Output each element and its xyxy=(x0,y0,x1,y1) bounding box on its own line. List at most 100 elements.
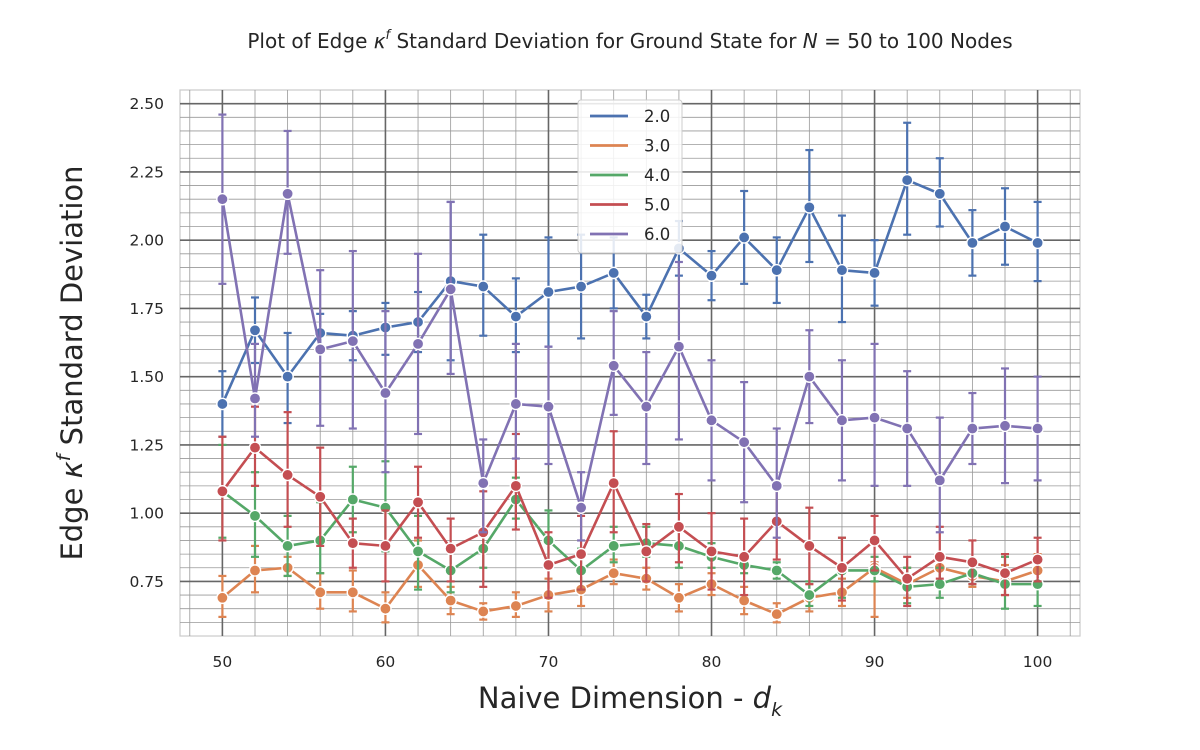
data-point xyxy=(770,564,784,577)
data-point xyxy=(900,422,914,435)
y-tick-label: 1.25 xyxy=(129,436,164,454)
data-point xyxy=(379,386,392,400)
data-point xyxy=(705,545,718,558)
data-point xyxy=(248,392,262,405)
data-point xyxy=(281,539,294,553)
x-tick-label: 90 xyxy=(865,653,885,671)
data-point xyxy=(737,550,751,564)
data-point xyxy=(933,187,947,201)
data-point xyxy=(868,266,881,280)
data-point xyxy=(444,542,457,555)
data-point xyxy=(379,539,392,553)
data-point xyxy=(444,594,457,607)
data-point xyxy=(281,468,294,482)
data-point xyxy=(640,400,653,413)
data-point xyxy=(542,400,555,413)
data-point xyxy=(803,539,816,553)
data-point xyxy=(216,591,229,605)
data-point xyxy=(770,607,784,621)
x-tick-label: 80 xyxy=(702,653,722,671)
x-tick-label: 50 xyxy=(213,653,233,671)
x-axis-ticks: 50 60 70 80 90 100 xyxy=(213,653,1053,671)
data-point xyxy=(705,414,718,427)
data-point xyxy=(313,586,327,599)
data-point xyxy=(933,474,947,487)
data-point xyxy=(1031,422,1044,435)
y-tick-label: 1.75 xyxy=(129,300,164,318)
y-tick-label: 1.50 xyxy=(129,368,164,386)
y-tick-label: 0.75 xyxy=(129,573,164,591)
data-point xyxy=(248,441,262,454)
data-point xyxy=(1031,236,1044,250)
data-point xyxy=(933,550,947,564)
y-axis-ticks: 0.75 1.00 1.25 1.50 1.75 2.00 2.25 2.50 xyxy=(129,95,164,591)
data-point xyxy=(933,577,947,591)
data-point xyxy=(966,236,979,250)
data-point xyxy=(607,359,620,373)
data-point xyxy=(509,479,523,493)
y-tick-label: 2.00 xyxy=(129,232,164,250)
data-point xyxy=(216,485,229,498)
data-point xyxy=(1031,553,1044,566)
legend-label-3.0: 3.0 xyxy=(644,137,670,156)
data-point xyxy=(542,285,555,299)
data-point xyxy=(672,591,686,605)
series-layer xyxy=(216,113,1044,624)
data-point xyxy=(509,397,523,411)
data-point xyxy=(411,495,425,509)
data-point xyxy=(248,323,262,337)
data-point xyxy=(803,370,816,383)
data-point xyxy=(313,343,327,356)
data-point xyxy=(248,509,262,523)
data-point xyxy=(705,269,718,282)
data-point xyxy=(868,534,881,547)
data-point xyxy=(574,547,588,561)
data-point xyxy=(672,520,686,534)
data-point xyxy=(281,370,294,383)
data-point xyxy=(248,564,262,577)
data-point xyxy=(737,231,751,244)
data-point xyxy=(216,192,229,206)
legend-label-2.0: 2.0 xyxy=(644,107,670,126)
data-point xyxy=(737,594,751,607)
data-point xyxy=(476,605,490,618)
legend-box xyxy=(577,99,683,254)
x-tick-label: 100 xyxy=(1023,653,1053,671)
data-point xyxy=(770,479,784,493)
y-tick-label: 2.25 xyxy=(129,163,164,181)
data-point xyxy=(411,337,425,351)
data-point xyxy=(346,334,360,348)
x-tick-label: 60 xyxy=(376,653,396,671)
data-point xyxy=(737,435,751,449)
legend: 2.0 3.0 4.0 5.0 6.0 xyxy=(577,99,683,254)
data-point xyxy=(966,555,979,569)
data-point xyxy=(966,422,979,435)
legend-label-5.0: 5.0 xyxy=(644,196,670,215)
data-point xyxy=(313,490,327,504)
x-axis-label: Naive Dimension - dk xyxy=(478,681,783,721)
data-point xyxy=(607,539,620,553)
data-point xyxy=(998,566,1012,580)
data-point xyxy=(574,280,588,293)
data-point xyxy=(607,566,620,580)
data-point xyxy=(574,501,588,514)
data-point xyxy=(835,263,849,277)
data-point xyxy=(835,561,849,575)
data-point xyxy=(607,266,620,280)
data-point xyxy=(281,187,294,201)
data-point xyxy=(998,419,1012,433)
data-point xyxy=(346,493,360,506)
data-point xyxy=(346,536,360,550)
data-point xyxy=(803,588,816,602)
data-point xyxy=(509,599,523,613)
chart-title: Plot of Edge κf Standard Deviation for G… xyxy=(247,28,1012,53)
data-point xyxy=(900,572,914,585)
y-tick-label: 2.50 xyxy=(129,95,164,113)
data-point xyxy=(803,201,816,214)
data-point xyxy=(640,310,653,323)
data-point xyxy=(346,586,360,599)
data-point xyxy=(379,602,392,616)
legend-label-6.0: 6.0 xyxy=(644,225,670,244)
data-point xyxy=(542,558,555,572)
